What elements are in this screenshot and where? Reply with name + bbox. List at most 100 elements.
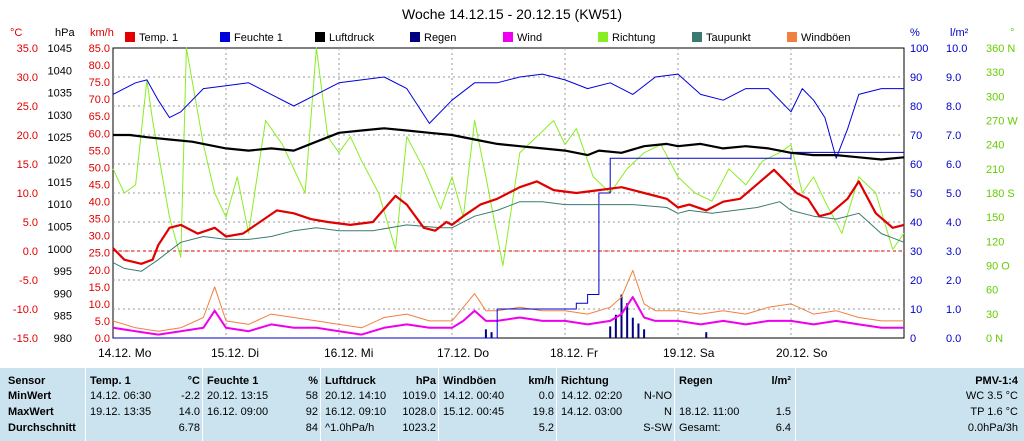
group-unit: °C	[187, 375, 200, 387]
x-tick-label: 19.12. Sa	[663, 346, 715, 360]
legend-label: Wind	[517, 32, 542, 44]
stat-value: 6.4	[775, 422, 791, 434]
legend-swatch	[220, 32, 230, 42]
rain-bar	[637, 323, 640, 338]
rain-bar	[490, 332, 493, 338]
stat-value: N-NO	[643, 390, 672, 402]
series-line-temp-1	[112, 168, 905, 265]
rain-tick-label: 6.0	[946, 159, 961, 171]
direction-tick-label: 180 S	[986, 188, 1015, 200]
pressure-tick-label: 1010	[48, 199, 72, 211]
row-header: MinWert	[8, 390, 52, 402]
temp-tick-label: -15.0	[13, 333, 38, 345]
stat-value: 1019.0	[402, 390, 436, 402]
rain-bar	[626, 303, 629, 338]
legend-label: Windböen	[801, 32, 851, 44]
direction-tick-label: 240	[986, 140, 1004, 152]
rain-tick-label: 10.0	[946, 43, 967, 55]
legend-swatch	[125, 32, 135, 42]
rain-bar	[620, 294, 623, 338]
temp-tick-label: 15.0	[17, 159, 38, 171]
wind-tick-label: 50.0	[89, 162, 110, 174]
rain-tick-label: 5.0	[946, 188, 961, 200]
wind-tick-label: 5.0	[95, 316, 110, 328]
pressure-tick-label: 990	[54, 288, 72, 300]
rain-bar	[614, 314, 617, 338]
stat-time: 14.12. 02:20	[561, 390, 623, 402]
row-header: Durchschnitt	[8, 422, 76, 434]
pressure-tick-label: 995	[54, 266, 72, 278]
legend-swatch	[787, 32, 797, 42]
direction-tick-label: 60	[986, 285, 998, 297]
wind-tick-label: 85.0	[89, 43, 110, 55]
stat-time: 14.12. 03:00	[561, 406, 623, 418]
stat-time: Gesamt:	[679, 422, 721, 434]
direction-tick-label: 0 N	[986, 333, 1003, 345]
unit-label-humidity: %	[910, 27, 920, 39]
temp-tick-label: 10.0	[17, 188, 38, 200]
rain-bar	[609, 326, 612, 338]
legend-swatch	[315, 32, 325, 42]
stat-time: 15.12. 00:45	[443, 406, 505, 418]
stat-value: WC 3.5 °C	[965, 390, 1018, 402]
pressure-tick-label: 1005	[48, 221, 72, 233]
weather-chart: Woche 14.12.15 - 20.12.15 (KW51) °C hPa km…	[10, 6, 1018, 360]
group-title: PMV-1:4	[975, 375, 1018, 387]
rain-tick-label: 8.0	[946, 101, 961, 113]
temp-tick-label: -5.0	[19, 275, 38, 287]
pressure-tick-label: 1015	[48, 177, 72, 189]
pressure-tick-label: 1035	[48, 88, 72, 100]
pressure-tick-label: 1020	[48, 155, 72, 167]
stat-time: 16.12. 09:00	[207, 406, 269, 418]
temp-tick-label: 20.0	[17, 130, 38, 142]
rain-tick-label: 9.0	[946, 72, 961, 84]
legend-label: Luftdruck	[329, 32, 375, 44]
wind-tick-label: 40.0	[89, 197, 110, 209]
x-tick-label: 16.12. Mi	[324, 346, 373, 360]
direction-tick-label: 150	[986, 212, 1004, 224]
group-title: Richtung	[561, 375, 609, 387]
stat-time: 20.12. 13:15	[207, 390, 269, 402]
pressure-tick-label: 980	[54, 333, 72, 345]
unit-label-direction: °	[1010, 27, 1014, 39]
column-divider	[674, 368, 675, 441]
group-title: Windböen	[443, 375, 497, 387]
column-divider	[320, 368, 321, 441]
stat-value: 6.78	[178, 422, 200, 434]
group-unit: l/m²	[771, 375, 791, 387]
wind-tick-label: 0.0	[95, 333, 110, 345]
humidity-tick-label: 10	[910, 304, 922, 316]
column-divider	[85, 368, 86, 441]
column-divider	[556, 368, 557, 441]
stat-time: 14.12. 06:30	[90, 390, 152, 402]
group-unit: %	[308, 375, 318, 387]
stat-time: 18.12. 11:00	[679, 406, 740, 418]
direction-tick-label: 30	[986, 309, 998, 321]
series-line-richtung	[112, 47, 905, 266]
column-divider	[438, 368, 439, 441]
wind-tick-label: 30.0	[89, 231, 110, 243]
stat-value: 0.0	[538, 390, 554, 402]
direction-tick-label: 270 W	[986, 116, 1018, 128]
temp-tick-label: 35.0	[17, 43, 38, 55]
pressure-tick-label: 1025	[48, 132, 72, 144]
temp-tick-label: 25.0	[17, 101, 38, 113]
wind-tick-label: 70.0	[89, 94, 110, 106]
stat-value: S-SW	[643, 422, 672, 434]
wind-tick-label: 25.0	[89, 248, 110, 260]
humidity-tick-label: 50	[910, 188, 922, 200]
group-title: Feuchte 1	[207, 375, 259, 387]
series-line-luftdruck	[113, 127, 905, 161]
wind-tick-label: 15.0	[89, 282, 110, 294]
humidity-tick-label: 20	[910, 275, 922, 287]
wind-tick-label: 45.0	[89, 179, 110, 191]
humidity-tick-label: 70	[910, 130, 922, 142]
wind-tick-label: 35.0	[89, 214, 110, 226]
stat-value: 58	[305, 390, 318, 402]
rain-bar	[705, 332, 708, 338]
unit-label-pressure: hPa	[55, 27, 75, 39]
group-unit: hPa	[415, 375, 436, 387]
unit-label-rain: l/m²	[950, 27, 969, 39]
temp-tick-label: 0.0	[23, 246, 38, 258]
wind-tick-label: 55.0	[89, 145, 110, 157]
